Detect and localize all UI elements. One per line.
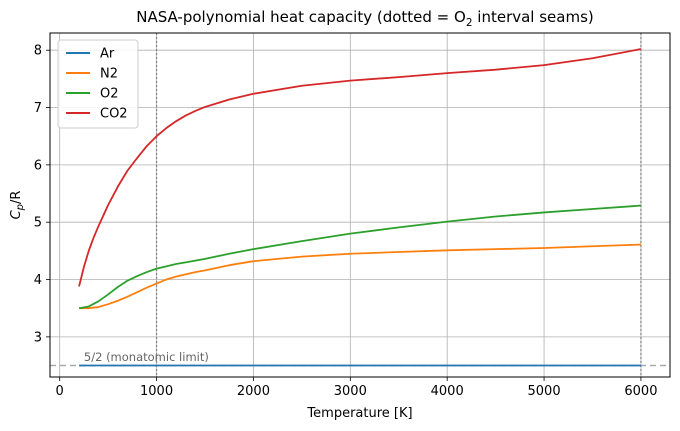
y-tick-label: 3 <box>34 330 42 345</box>
legend-label-ar: Ar <box>100 47 115 62</box>
x-tick-label: 0 <box>56 384 64 399</box>
x-tick-label: 6000 <box>624 384 657 399</box>
series-line-n2 <box>79 243 641 310</box>
series-line-o2 <box>78 204 642 310</box>
x-tick-label: 5000 <box>528 384 561 399</box>
legend-label-o2: O2 <box>100 87 119 102</box>
y-tick-label: 5 <box>34 216 42 231</box>
x-tick-label: 1000 <box>140 384 173 399</box>
y-tick-label: 7 <box>34 101 42 116</box>
y-tick-label: 6 <box>34 158 42 173</box>
interval-seams <box>155 33 642 377</box>
legend: Ar N2 O2 CO2 <box>57 39 139 129</box>
x-tick-label: 2000 <box>237 384 270 399</box>
monatomic-limit-annotation: 5/2 (monatomic limit) <box>84 350 209 364</box>
y-tick-label: 4 <box>34 273 42 288</box>
y-tick-label: 8 <box>34 44 42 59</box>
x-axis-label: Temperature [K] <box>306 406 412 421</box>
axis-ticks: 0 1000 2000 3000 4000 5000 6000 3 4 5 6 7 8 <box>34 44 658 399</box>
series-line-co2 <box>78 48 642 287</box>
x-tick-label: 4000 <box>431 384 464 399</box>
series-lines <box>78 48 642 367</box>
x-tick-label: 3000 <box>334 384 367 399</box>
grid-lines <box>50 33 670 377</box>
legend-label-n2: N2 <box>100 67 118 82</box>
chart-title: NASA-polynomial heat capacity (dotted = … <box>136 8 594 29</box>
legend-box <box>57 39 139 129</box>
y-axis-label: Cp/R <box>9 191 26 220</box>
plot-frame <box>49 32 671 378</box>
legend-label-co2: CO2 <box>100 107 128 122</box>
